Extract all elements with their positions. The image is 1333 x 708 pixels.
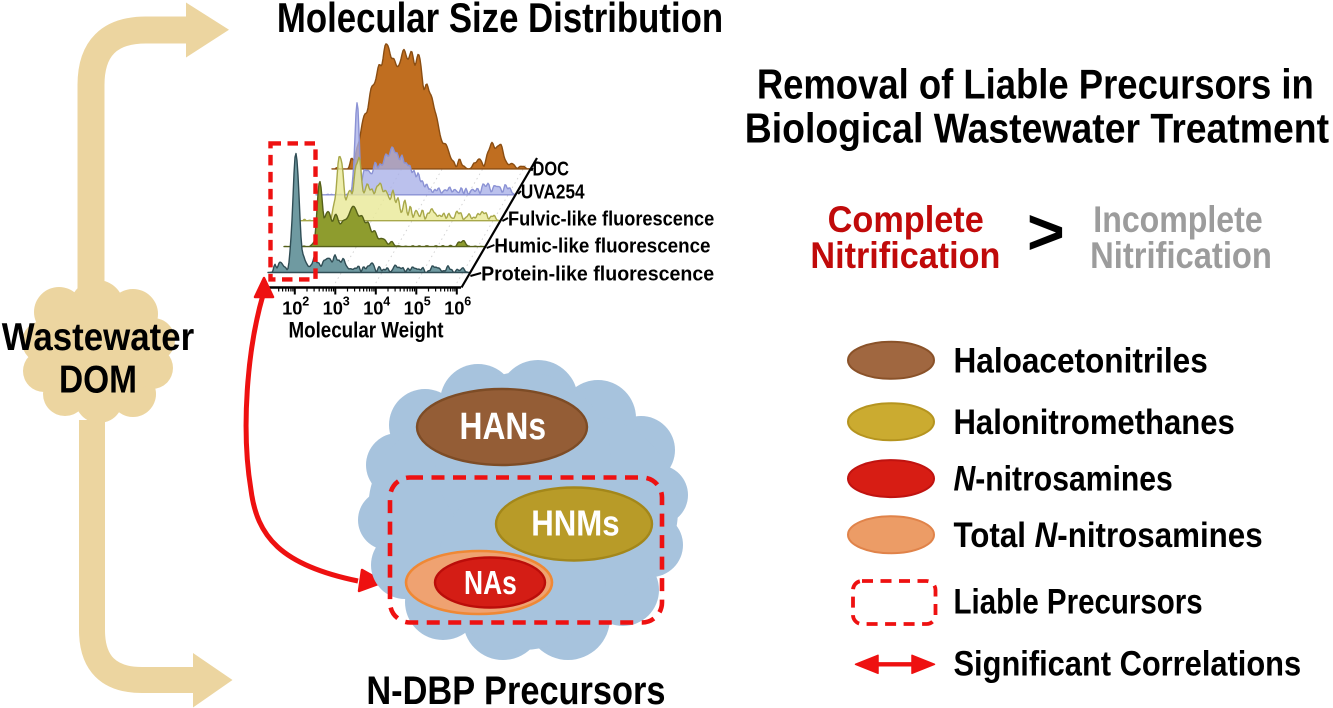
svg-text:5: 5 bbox=[424, 295, 431, 309]
svg-text:Humic-like fluorescence: Humic-like fluorescence bbox=[494, 235, 710, 258]
svg-text:Significant Correlations: Significant Correlations bbox=[954, 644, 1302, 683]
svg-text:10: 10 bbox=[404, 298, 424, 319]
svg-text:HANs: HANs bbox=[460, 405, 546, 447]
svg-text:UVA254: UVA254 bbox=[521, 180, 585, 203]
svg-text:DOC: DOC bbox=[533, 157, 569, 180]
svg-text:NAs: NAs bbox=[464, 565, 517, 601]
svg-text:Biological Wastewater Treatmen: Biological Wastewater Treatment bbox=[745, 106, 1329, 152]
svg-text:Fulvic-like fluorescence: Fulvic-like fluorescence bbox=[508, 209, 714, 231]
svg-text:>: > bbox=[1027, 196, 1065, 268]
svg-text:Total N-nitrosamines: Total N-nitrosamines bbox=[954, 516, 1263, 555]
svg-text:10: 10 bbox=[323, 298, 343, 319]
svg-text:10: 10 bbox=[363, 298, 383, 319]
svg-text:Incomplete: Incomplete bbox=[1093, 198, 1262, 240]
svg-text:Molecular Size Distribution: Molecular Size Distribution bbox=[277, 0, 723, 42]
svg-text:N-DBP Precursors: N-DBP Precursors bbox=[366, 668, 665, 708]
svg-text:DOM: DOM bbox=[59, 357, 137, 401]
svg-text:4: 4 bbox=[383, 295, 390, 309]
svg-text:3: 3 bbox=[343, 295, 350, 309]
svg-text:6: 6 bbox=[464, 295, 471, 309]
svg-text:Complete: Complete bbox=[828, 197, 984, 240]
svg-text:Nitrification: Nitrification bbox=[810, 235, 1000, 277]
svg-text:Wastewater: Wastewater bbox=[2, 315, 194, 358]
svg-text:N-nitrosamines: N-nitrosamines bbox=[954, 459, 1173, 499]
svg-text:10: 10 bbox=[444, 298, 464, 319]
svg-text:Halonitromethanes: Halonitromethanes bbox=[954, 403, 1235, 442]
svg-text:Removal of Liable Precursors i: Removal of Liable Precursors in bbox=[757, 61, 1314, 108]
svg-text:HNMs: HNMs bbox=[531, 504, 619, 544]
svg-text:Protein-like fluorescence: Protein-like fluorescence bbox=[481, 263, 714, 285]
svg-text:Molecular Weight: Molecular Weight bbox=[288, 318, 443, 343]
svg-text:Nitrification: Nitrification bbox=[1090, 235, 1272, 277]
svg-text:Liable Precursors: Liable Precursors bbox=[954, 582, 1203, 621]
svg-text:2: 2 bbox=[302, 295, 309, 309]
svg-text:10: 10 bbox=[282, 298, 302, 319]
svg-text:Haloacetonitriles: Haloacetonitriles bbox=[954, 342, 1208, 381]
